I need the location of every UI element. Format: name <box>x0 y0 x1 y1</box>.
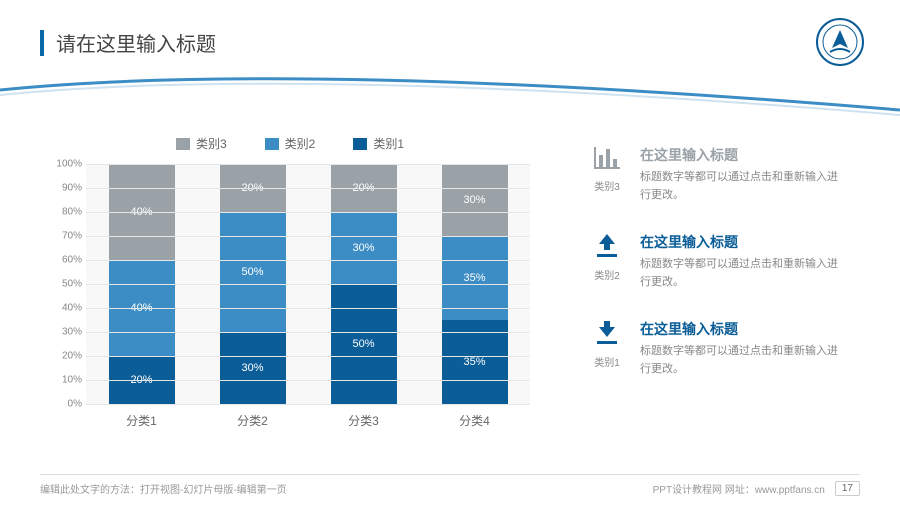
page-title: 请在这里输入标题 <box>56 28 216 57</box>
university-logo-icon <box>816 18 864 66</box>
title-accent <box>40 30 44 56</box>
footer-right: PPT设计教程网 网址：www.pptfans.cn 17 <box>653 481 860 496</box>
gridline <box>86 284 530 285</box>
y-axis: 0%10%20%30%40%50%60%70%80%90%100% <box>50 164 86 404</box>
bar-segment: 50% <box>331 284 397 404</box>
upload-icon <box>593 232 621 263</box>
side-item-title: 在这里输入标题 <box>640 319 848 339</box>
legend-swatch <box>353 138 367 150</box>
chart-plot: 0%10%20%30%40%50%60%70%80%90%100% 40%40%… <box>86 164 530 404</box>
y-tick: 90% <box>62 183 82 194</box>
side-icon-col: 类别1 <box>588 319 626 378</box>
x-label: 分类3 <box>331 412 397 429</box>
slide: 请在这里输入标题 类别3类别2类别1 0%10%20%30%40%50%60%7… <box>0 0 900 506</box>
stacked-bar-chart: 类别3类别2类别1 0%10%20%30%40%50%60%70%80%90%1… <box>50 135 530 435</box>
legend-label: 类别2 <box>285 135 316 152</box>
side-icon-label: 类别3 <box>594 178 620 193</box>
bar-segment: 50% <box>220 212 286 332</box>
legend-swatch <box>176 138 190 150</box>
gridline <box>86 380 530 381</box>
gridline <box>86 332 530 333</box>
y-tick: 40% <box>62 303 82 314</box>
footer-left: 编辑此处文字的方法：打开视图-幻灯片母版-编辑第一页 <box>40 481 287 496</box>
y-tick: 20% <box>62 351 82 362</box>
download-icon <box>593 319 621 350</box>
y-tick: 0% <box>68 399 82 410</box>
side-icon-col: 类别2 <box>588 232 626 291</box>
side-item: 类别2 在这里输入标题标题数字等都可以通过点击和重新输入进行更改。 <box>588 232 848 291</box>
bar-segment: 30% <box>442 164 508 236</box>
y-tick: 100% <box>56 159 82 170</box>
side-item-title: 在这里输入标题 <box>640 145 848 165</box>
y-tick: 80% <box>62 207 82 218</box>
gridline <box>86 212 530 213</box>
y-tick: 60% <box>62 255 82 266</box>
y-tick: 30% <box>62 327 82 338</box>
bar-segment: 30% <box>331 212 397 284</box>
page-number: 17 <box>835 481 860 496</box>
legend-label: 类别1 <box>373 135 404 152</box>
side-text: 在这里输入标题标题数字等都可以通过点击和重新输入进行更改。 <box>640 232 848 291</box>
x-label: 分类1 <box>109 412 175 429</box>
x-label: 分类2 <box>220 412 286 429</box>
gridline <box>86 308 530 309</box>
chart-legend: 类别3 类别2 类别1 <box>50 135 530 152</box>
footer-site: PPT设计教程网 网址：www.pptfans.cn <box>653 481 825 496</box>
side-item-desc: 标题数字等都可以通过点击和重新输入进行更改。 <box>640 343 848 378</box>
bar-chart-icon <box>592 145 622 174</box>
gridline <box>86 356 530 357</box>
legend-item: 类别1 <box>353 135 404 152</box>
side-item: 类别3 在这里输入标题标题数字等都可以通过点击和重新输入进行更改。 <box>588 145 848 204</box>
side-item-title: 在这里输入标题 <box>640 232 848 252</box>
side-text: 在这里输入标题标题数字等都可以通过点击和重新输入进行更改。 <box>640 319 848 378</box>
side-item-desc: 标题数字等都可以通过点击和重新输入进行更改。 <box>640 169 848 204</box>
gridline <box>86 404 530 405</box>
decorative-swoosh <box>0 55 900 125</box>
x-axis: 分类1 分类2 分类3 分类4 <box>86 412 530 429</box>
side-icon-col: 类别3 <box>588 145 626 204</box>
gridline <box>86 236 530 237</box>
legend-label: 类别3 <box>196 135 227 152</box>
side-item: 类别1 在这里输入标题标题数字等都可以通过点击和重新输入进行更改。 <box>588 319 848 378</box>
legend-item: 类别2 <box>265 135 316 152</box>
side-text: 在这里输入标题标题数字等都可以通过点击和重新输入进行更改。 <box>640 145 848 204</box>
side-item-desc: 标题数字等都可以通过点击和重新输入进行更改。 <box>640 256 848 291</box>
gridline <box>86 188 530 189</box>
y-tick: 70% <box>62 231 82 242</box>
gridline <box>86 260 530 261</box>
side-icon-label: 类别1 <box>594 354 620 369</box>
gridline <box>86 164 530 165</box>
y-tick: 50% <box>62 279 82 290</box>
legend-swatch <box>265 138 279 150</box>
y-tick: 10% <box>62 375 82 386</box>
side-list: 类别3在这里输入标题标题数字等都可以通过点击和重新输入进行更改。类别2在这里输入… <box>588 145 848 407</box>
side-icon-label: 类别2 <box>594 267 620 282</box>
legend-item: 类别3 <box>176 135 227 152</box>
title-bar: 请在这里输入标题 <box>40 28 216 57</box>
bar-segment: 30% <box>220 332 286 404</box>
x-label: 分类4 <box>442 412 508 429</box>
footer: 编辑此处文字的方法：打开视图-幻灯片母版-编辑第一页 PPT设计教程网 网址：w… <box>40 474 860 496</box>
